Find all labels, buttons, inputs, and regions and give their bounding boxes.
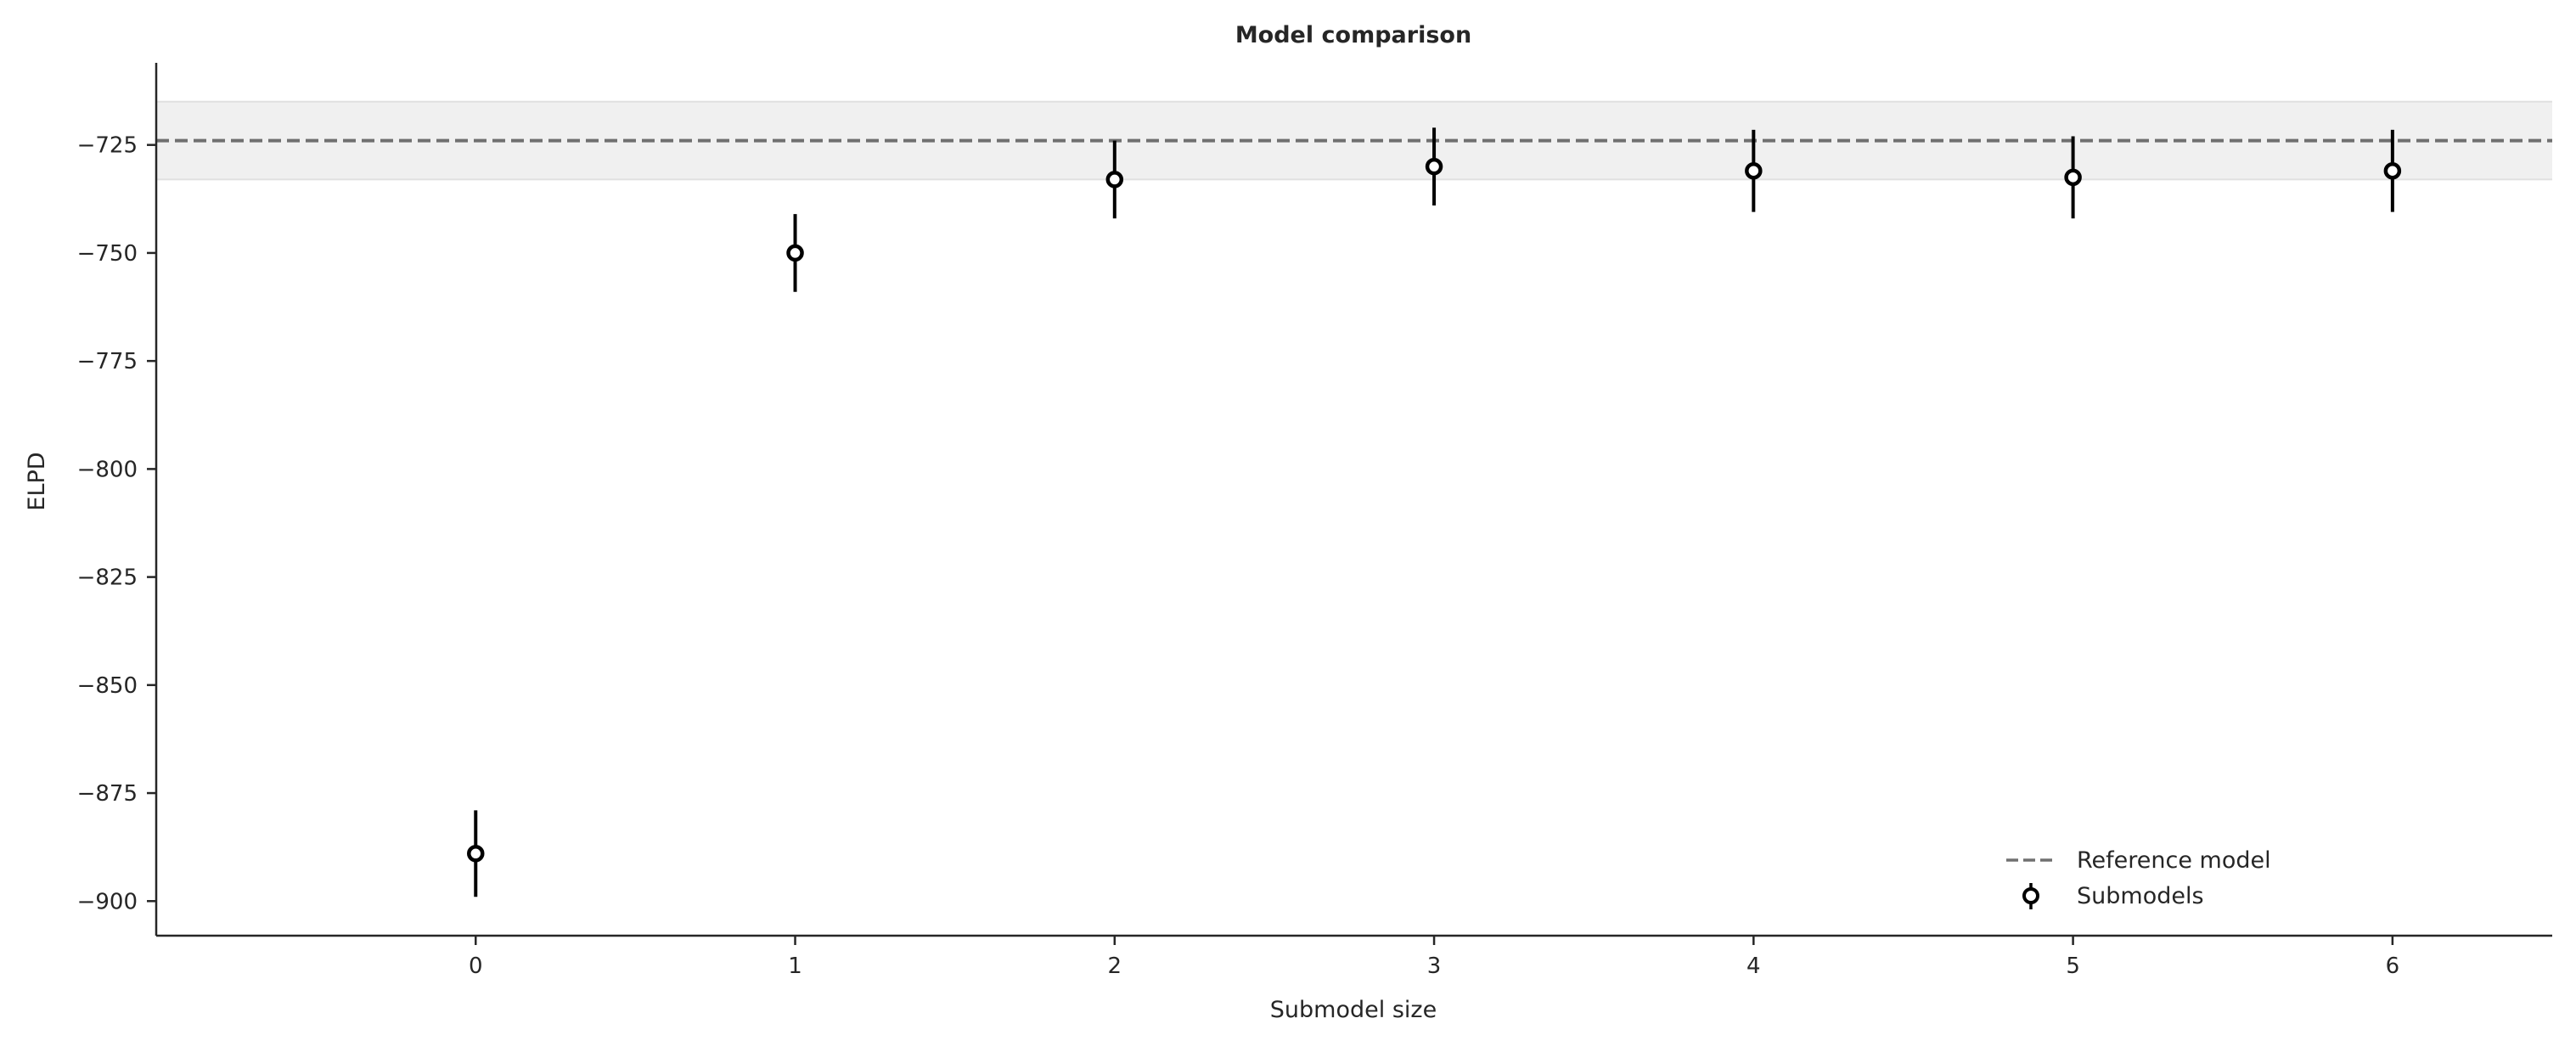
x-tick-label: 1	[788, 954, 802, 979]
axes	[155, 63, 2552, 937]
y-tick-label: −825	[77, 565, 138, 591]
legend: Reference model Submodels	[2006, 847, 2271, 909]
y-tick-label: −900	[77, 889, 138, 914]
submodel-point	[1425, 157, 1443, 176]
x-tick-label: 2	[1108, 954, 1122, 979]
submodel-point	[1745, 161, 1763, 180]
submodel-point	[1105, 171, 1124, 188]
x-tick-label: 6	[2386, 954, 2400, 979]
submodel-point	[467, 845, 485, 863]
x-tick-label: 4	[1746, 954, 1761, 979]
y-tick-label: −725	[77, 133, 138, 159]
y-tick-label: −800	[77, 457, 138, 482]
points-layer	[467, 127, 2402, 897]
legend-reference-label: Reference model	[2077, 847, 2271, 874]
y-tick-label: −750	[77, 241, 138, 267]
x-axis-label: Submodel size	[1270, 997, 1437, 1023]
legend-submodels-marker-swatch	[2022, 887, 2039, 904]
submodel-point	[2064, 168, 2082, 187]
y-tick-label: −850	[77, 673, 138, 699]
x-tick-label: 0	[469, 954, 483, 979]
tick-layer: 0 1 2 3 4 5 6 −725 −750 −775 −800 −825 −850 −875 −900	[77, 133, 2400, 979]
legend-submodels-label: Submodels	[2077, 883, 2204, 909]
submodel-point	[2383, 161, 2402, 180]
y-tick-label: −775	[77, 349, 138, 374]
chart-title: Model comparison	[1235, 22, 1471, 48]
x-tick-label: 3	[1427, 954, 1442, 979]
y-tick-label: −875	[77, 781, 138, 807]
submodel-point	[786, 244, 804, 262]
y-axis-label: ELPD	[24, 452, 50, 510]
x-tick-label: 5	[2066, 954, 2080, 979]
